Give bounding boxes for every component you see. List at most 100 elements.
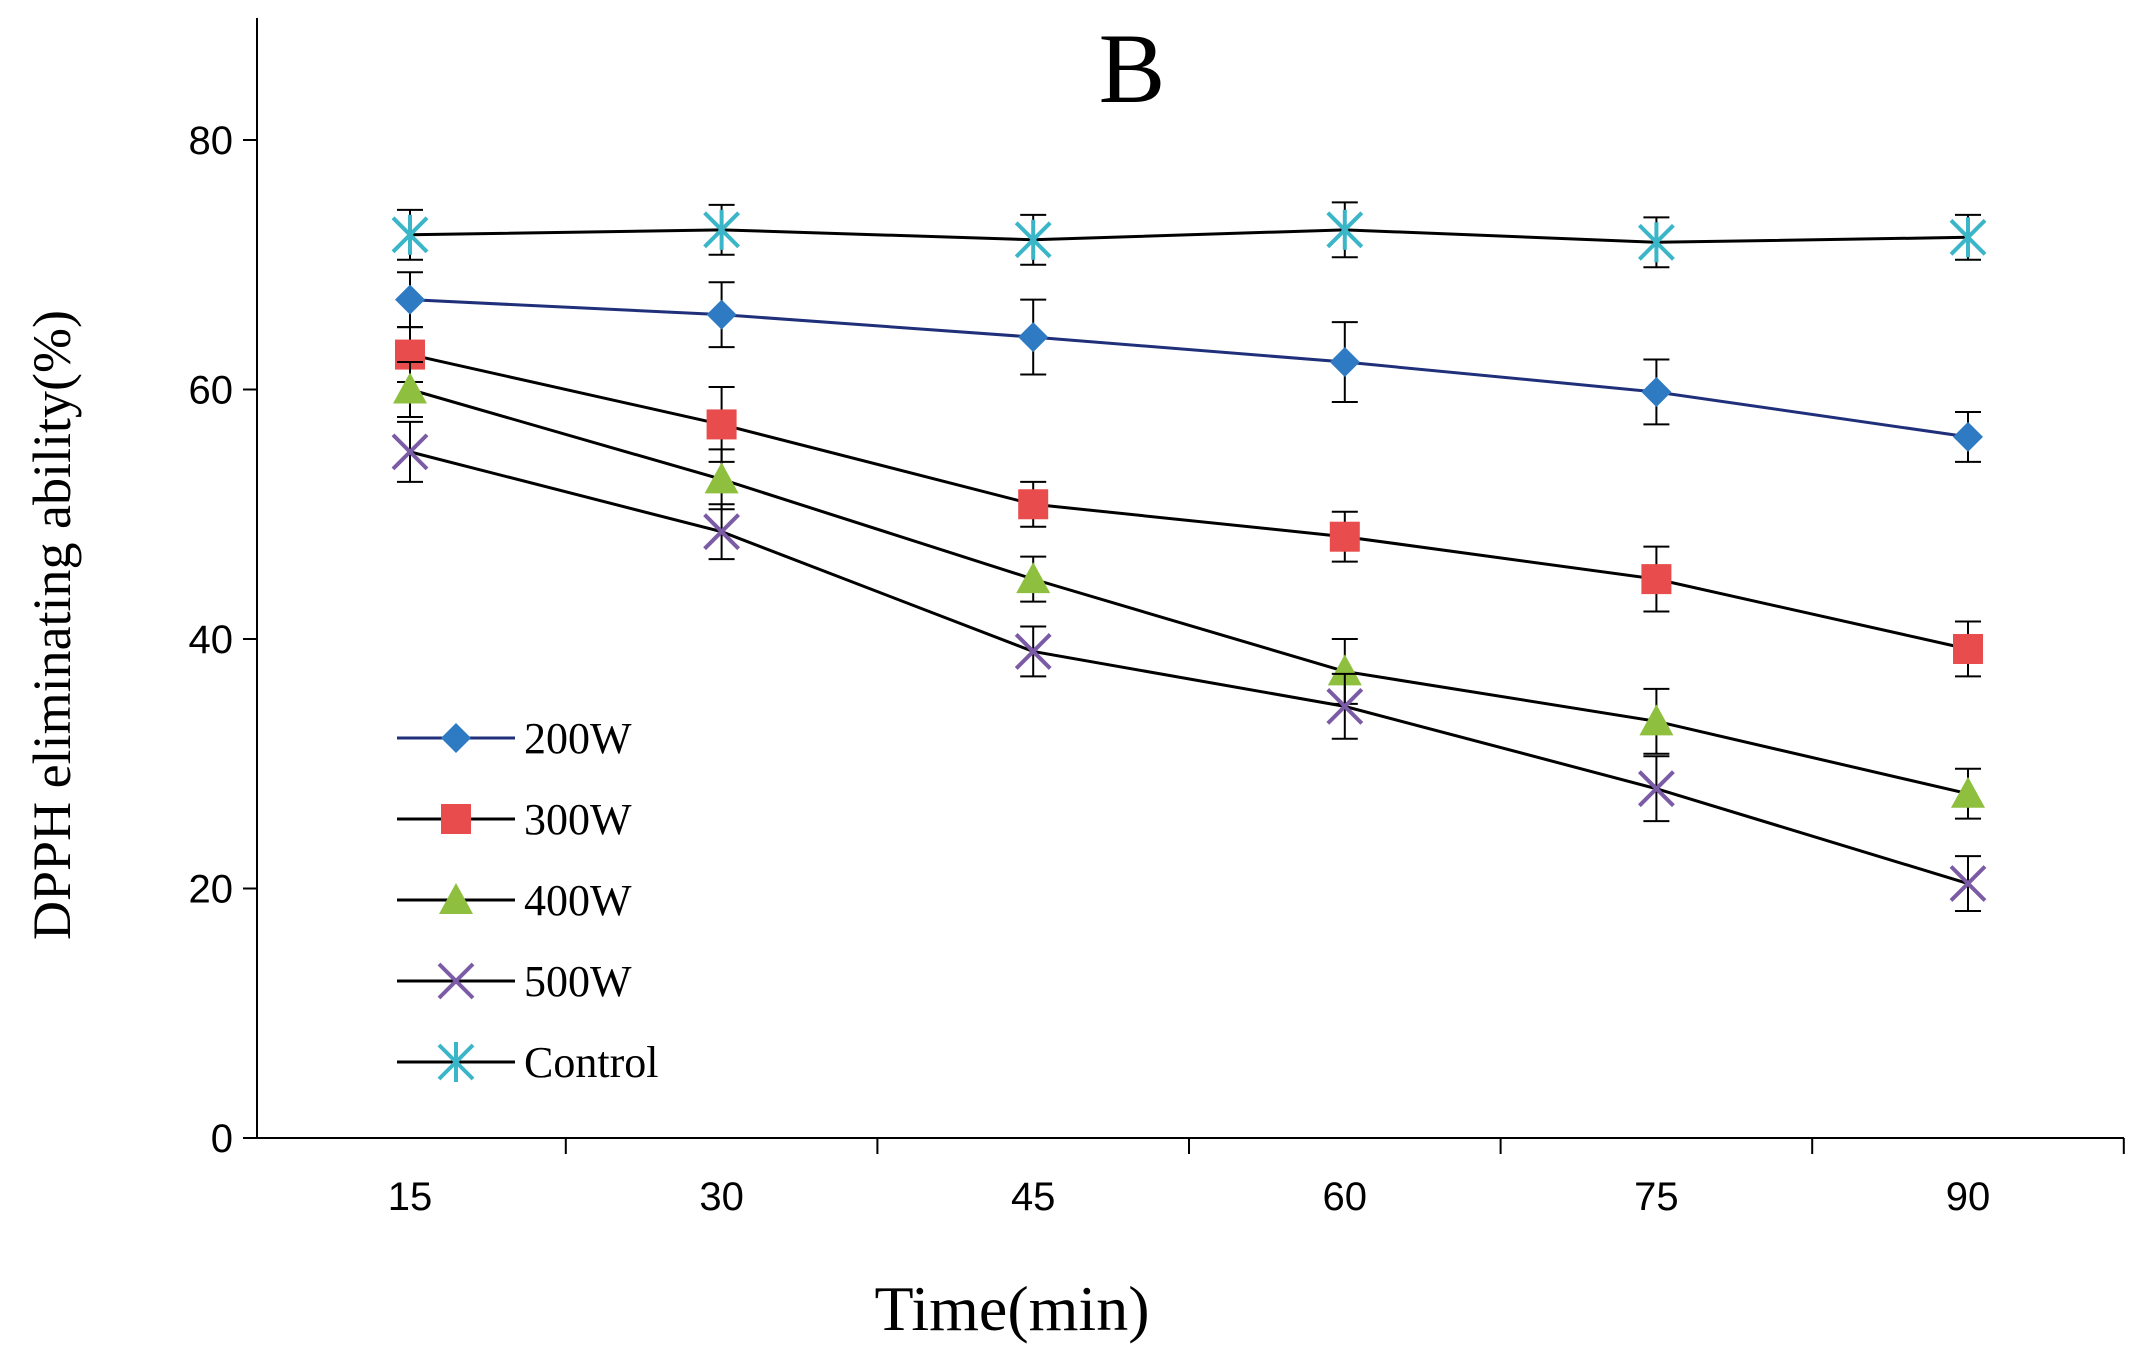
data-point-500w: [1014, 633, 1052, 670]
square-marker: [441, 804, 471, 834]
x-tick-label: 75: [1634, 1175, 1679, 1219]
data-point-200w: [395, 284, 425, 315]
legend-marker: [439, 883, 473, 914]
x-marker-stroke: [703, 513, 741, 551]
legend: 200W 300W 400W 500W Control: [397, 714, 658, 1087]
x-tick-label: 30: [699, 1175, 744, 1219]
data-point-control: [1326, 209, 1364, 250]
data-point-200w: [706, 299, 737, 330]
x-marker-stroke: [391, 433, 429, 471]
diamond-marker: [1953, 421, 1983, 452]
series-control: [391, 201, 1987, 269]
square-marker: [1953, 633, 1983, 664]
square-marker: [1018, 489, 1049, 520]
legend-label: 500W: [524, 957, 632, 1006]
data-point-200w: [1641, 376, 1672, 407]
x-axis: 15 30 45 60 75 90: [257, 1137, 2125, 1219]
data-point-200w: [1329, 347, 1360, 378]
legend-item-500w: 500W: [397, 957, 632, 1006]
square-marker: [1329, 521, 1360, 552]
diamond-marker: [1641, 376, 1672, 407]
legend-label: 300W: [524, 795, 632, 844]
data-point-500w: [703, 513, 741, 551]
data-point-400w: [1639, 704, 1674, 736]
diamond-marker: [1329, 347, 1360, 378]
x-marker-stroke: [1637, 770, 1675, 808]
y-tick-label: 60: [189, 369, 234, 413]
diamond-marker: [441, 723, 471, 753]
x-marker-stroke: [1949, 865, 1987, 902]
data-point-500w: [1637, 770, 1675, 808]
x-tick-label: 90: [1946, 1175, 1991, 1219]
series-line-200w: [409, 298, 1969, 439]
square-marker: [1641, 564, 1672, 595]
data-point-400w: [1951, 776, 1985, 808]
x-marker-stroke: [437, 962, 475, 1000]
data-point-control: [1637, 222, 1675, 263]
data-point-300w: [1953, 633, 1983, 664]
diamond-marker: [1018, 322, 1049, 353]
data-point-300w: [1641, 564, 1672, 595]
x-tick-label: 60: [1323, 1175, 1368, 1219]
y-tick-label: 0: [211, 1117, 233, 1161]
data-point-300w: [1018, 489, 1049, 520]
legend-item-400w: 400W: [397, 876, 632, 925]
series-400w: [393, 361, 1985, 820]
data-point-500w: [391, 433, 429, 471]
data-point-control: [1014, 219, 1052, 260]
series-line-300w: [409, 353, 1969, 651]
y-axis: 0 20 40 60 80: [189, 18, 258, 1161]
triangle-marker: [1016, 562, 1051, 594]
square-marker: [706, 409, 737, 440]
data-point-300w: [1329, 521, 1360, 552]
data-point-400w: [704, 462, 739, 494]
y-tick-label: 80: [189, 119, 234, 163]
series-300w: [395, 326, 1983, 678]
x-marker-stroke: [1014, 633, 1052, 670]
y-axis-label: DPPH eliminating ability(%): [22, 310, 82, 940]
y-tick-label: 20: [189, 868, 234, 912]
legend-marker: [441, 804, 471, 834]
legend-marker: [437, 1042, 475, 1082]
data-point-400w: [1016, 562, 1051, 594]
series-layer: [391, 201, 1987, 912]
legend-label: 200W: [524, 714, 632, 763]
diamond-marker: [706, 299, 737, 330]
data-point-200w: [1018, 322, 1049, 353]
data-point-400w: [1327, 654, 1362, 686]
legend-item-control: Control: [397, 1038, 658, 1087]
triangle-marker: [1639, 704, 1674, 736]
data-point-control: [703, 209, 741, 250]
triangle-marker: [1951, 776, 1985, 808]
x-tick-label: 45: [1011, 1175, 1056, 1219]
y-tick-label: 40: [189, 618, 234, 662]
triangle-marker: [393, 372, 427, 404]
data-point-400w: [393, 372, 427, 404]
data-point-500w: [1949, 865, 1987, 902]
data-point-control: [391, 214, 429, 255]
triangle-marker: [704, 462, 739, 494]
triangle-marker: [439, 883, 473, 914]
legend-item-200w: 200W: [397, 714, 632, 763]
x-tick-label: 15: [388, 1175, 433, 1219]
x-marker-stroke: [1326, 687, 1364, 725]
x-axis-label: Time(min): [875, 1273, 1150, 1344]
series-line-control: [409, 228, 1969, 244]
series-200w: [395, 271, 1983, 463]
data-point-300w: [706, 409, 737, 440]
triangle-marker: [1327, 654, 1362, 686]
series-500w: [391, 420, 1987, 912]
data-point-500w: [1326, 687, 1364, 725]
data-point-200w: [1953, 421, 1983, 452]
diamond-marker: [395, 284, 425, 315]
data-point-control: [1949, 217, 1987, 258]
series-line-500w: [409, 450, 1969, 885]
chart-title: B: [1099, 13, 1166, 124]
legend-label: 400W: [524, 876, 632, 925]
legend-marker: [437, 962, 475, 1000]
legend-item-300w: 300W: [397, 795, 632, 844]
series-line-400w: [409, 388, 1969, 796]
legend-label: Control: [524, 1038, 658, 1087]
